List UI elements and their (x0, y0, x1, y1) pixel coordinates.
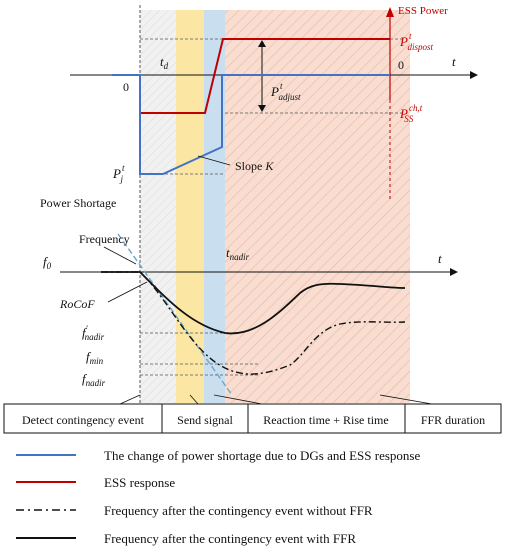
phase-pointer-send (189, 394, 199, 405)
t-nadir-label: tnadir (226, 245, 250, 262)
slope-k-leader (197, 155, 231, 166)
phase-ffr-duration: FFR duration (421, 413, 485, 427)
t-d-label: td (160, 54, 169, 71)
rocof-label: RoCoF (59, 297, 95, 311)
f-nadir-prime-label: f′ nadir (82, 324, 105, 342)
bottom-time-arrow (450, 268, 458, 276)
zero-left: 0 (123, 80, 129, 94)
legend: The change of power shortage due to DGs … (16, 448, 420, 546)
frequency-leader (103, 246, 137, 265)
p-j-label: Pt j (112, 163, 125, 184)
f-nadir-label: fnadir (82, 371, 106, 388)
f-min-label: fmin (86, 349, 104, 366)
p-ss-label: Pch,t SS (399, 103, 423, 124)
ess-response-line (140, 38, 390, 114)
slope-k-label: Slope K (235, 159, 274, 173)
frequency-label: Frequency (79, 232, 130, 246)
rocof-tangent (117, 233, 233, 396)
legend-label-1: ESS response (104, 475, 175, 490)
power-shortage-line (112, 74, 390, 175)
legend-label-2: Frequency after the contingency event wi… (104, 503, 373, 518)
bottom-t-label: t (438, 251, 442, 266)
band-ffr (225, 10, 410, 403)
phase-bar: Detect contingency event Send signal Rea… (3, 403, 502, 434)
legend-label-3: Frequency after the contingency event wi… (104, 531, 356, 546)
phase-pointer-reaction (213, 394, 263, 405)
band-send-signal (176, 10, 204, 403)
phase-pointer-detect (119, 394, 141, 405)
frequency-with-ffr (101, 271, 406, 335)
phase-pointer-ffr (379, 394, 433, 405)
ess-axis-arrow (386, 7, 394, 17)
ess-power-label: ESS Power (398, 5, 448, 17)
p-adjust-label: Pt adjust (270, 81, 301, 102)
phase-reaction: Reaction time + Rise time (263, 413, 388, 427)
power-shortage-label: Power Shortage (40, 196, 116, 210)
legend-label-0: The change of power shortage due to DGs … (104, 448, 420, 463)
band-detect (140, 10, 176, 403)
zero-right: 0 (398, 58, 404, 72)
rocof-leader (107, 281, 148, 303)
frequency-without-ffr (101, 271, 406, 375)
p-dispost-label: Pt dispost (399, 31, 433, 52)
top-t-label: t (452, 54, 456, 69)
p-adjust-arrow-bottom (258, 105, 266, 112)
phase-detect: Detect contingency event (22, 413, 145, 427)
p-adjust-arrow-top (258, 40, 266, 47)
f0-label: f0 (43, 254, 52, 271)
band-reaction (204, 10, 225, 403)
phase-send-signal: Send signal (177, 413, 233, 427)
top-time-arrow (470, 71, 478, 79)
